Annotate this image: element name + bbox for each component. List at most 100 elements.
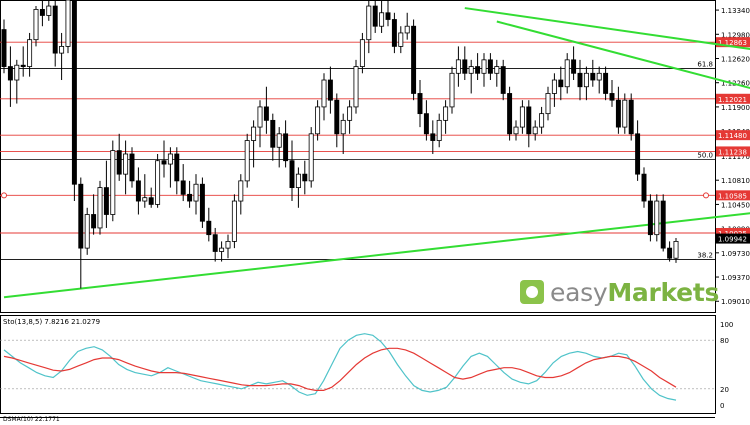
candle (315, 100, 321, 141)
candle-body-bearish (129, 153, 135, 182)
level-price-label: 1.12021 (718, 96, 747, 104)
candle (103, 160, 109, 228)
price-tick-label: 1.09730 (721, 250, 750, 258)
candle (500, 59, 506, 101)
candle (385, 0, 391, 27)
trendline-support (3, 212, 750, 299)
candle (78, 177, 84, 289)
candle (199, 177, 205, 228)
candle (526, 100, 532, 148)
price-tick-label: 1.12620 (721, 56, 750, 64)
candle (187, 180, 193, 208)
price-tick-label: 1.10810 (721, 177, 750, 185)
candle (180, 164, 186, 202)
candle-body-bearish (161, 160, 167, 165)
candle (430, 120, 436, 154)
candle-body-bullish (295, 173, 301, 189)
candle (206, 207, 212, 242)
candle-body-bullish (219, 247, 225, 252)
candle (391, 12, 397, 54)
price-tick-label: 1.12980 (721, 31, 750, 39)
candle-body-bullish (596, 72, 602, 81)
candle (596, 66, 602, 94)
candle-body-bearish (302, 173, 308, 182)
level-price-tag (716, 130, 750, 141)
candle-body-bearish (71, 0, 77, 185)
candle-body-bearish (91, 214, 97, 229)
candle (295, 167, 301, 208)
candle-body-bullish (539, 113, 545, 128)
candle-body-bearish (103, 187, 109, 215)
candle-body-bullish (308, 133, 314, 182)
price-tick-label: 1.10450 (721, 201, 750, 209)
candle-body-bullish (142, 197, 148, 202)
candle (590, 59, 596, 87)
price-tick-label: 1.09010 (721, 298, 750, 306)
candle (404, 12, 410, 40)
level-price-label: 1.11238 (718, 148, 747, 156)
oscillator-label: Sto(13,8,5) 7.8216 21.0279 (3, 318, 100, 326)
candle-body-bullish (532, 126, 538, 135)
brand-logo-text: easyMarkets (550, 277, 720, 307)
candle (347, 100, 353, 134)
candle (7, 46, 13, 107)
candle (622, 93, 628, 134)
candle (449, 66, 455, 114)
candle-body-bearish (135, 180, 141, 202)
candle (27, 32, 33, 77)
candle-body-bearish (475, 66, 481, 74)
candle (238, 174, 244, 215)
candle-body-bullish (167, 153, 173, 165)
candle (615, 86, 621, 134)
candle (212, 227, 218, 262)
candle (142, 174, 148, 208)
candle (673, 238, 679, 263)
candle (372, 0, 378, 33)
candle-body-bullish (27, 39, 33, 67)
candle (308, 127, 314, 188)
candle (494, 59, 500, 87)
candle-body-bullish (110, 150, 116, 215)
candle-body-bullish (231, 200, 237, 242)
candle-body-bearish (571, 59, 577, 74)
candle (321, 73, 327, 121)
candle (353, 59, 359, 114)
candle-body-bullish (251, 126, 257, 141)
candle (571, 46, 577, 81)
candle-body-bullish (321, 79, 327, 108)
fibonacci-level-label: 61.8 (697, 61, 713, 69)
candle-body-bearish (1, 29, 7, 67)
candle-body-bearish (187, 193, 193, 202)
level-price-label: 1.10585 (718, 192, 747, 200)
candle (398, 26, 404, 54)
candle (545, 86, 551, 121)
candle (423, 100, 429, 141)
candle (257, 100, 263, 148)
candle-body-bearish (180, 180, 186, 195)
level-price-tag (716, 227, 750, 238)
trendline-resistance-1 (464, 7, 750, 50)
candle-body-bearish (78, 183, 84, 249)
candle (417, 80, 423, 128)
candle-body-bearish (116, 150, 122, 175)
candle-body-bullish (398, 32, 404, 47)
level-price-tag (716, 190, 750, 201)
oscillator-tick-label: 100 (720, 321, 733, 329)
candle (436, 113, 442, 148)
candle (609, 80, 615, 107)
candle (71, 0, 77, 202)
candle (225, 234, 231, 259)
level-marker (1, 192, 7, 199)
candle (219, 241, 225, 262)
candle-body-bearish (462, 59, 468, 74)
candle (539, 106, 545, 134)
candle (468, 59, 474, 94)
candle (558, 66, 564, 101)
candle (513, 120, 519, 141)
candle-body-bearish (660, 200, 666, 249)
candle (59, 32, 65, 81)
price-tick-label: 1.11170 (721, 153, 750, 161)
candle-body-bearish (391, 19, 397, 47)
candle-body-bearish (289, 160, 295, 189)
